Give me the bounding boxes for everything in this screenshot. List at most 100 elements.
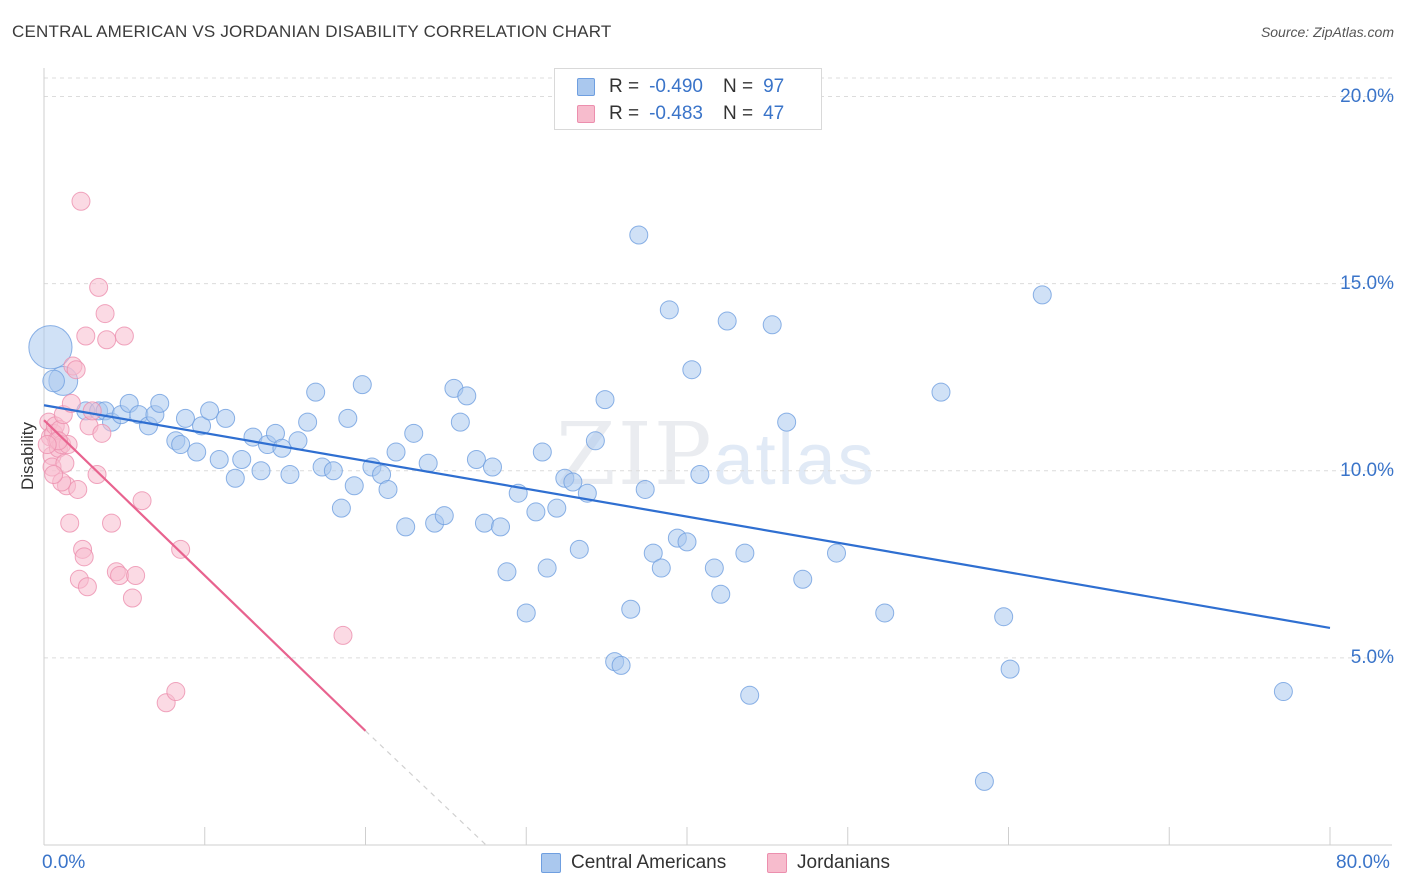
central-american-point [200, 401, 220, 421]
watermark-atlas: atlas [713, 420, 876, 500]
central-american-point [251, 461, 271, 481]
y-axis-label: Disability [18, 421, 37, 491]
central-american-point [875, 603, 895, 623]
legend-n-value: 97 [763, 76, 785, 97]
central-american-point [585, 431, 605, 451]
central-american-point [826, 543, 846, 563]
jordanian-point [44, 464, 64, 484]
central-american-point [323, 461, 343, 481]
y-tick-label: 20.0% [1340, 85, 1394, 107]
central-american-point [497, 562, 517, 582]
central-american-point [1273, 682, 1293, 702]
central-american-point [777, 412, 797, 432]
jordanian-point [66, 360, 86, 380]
x-tick-label-max: 80.0% [1336, 852, 1390, 873]
legend-n-label: N = [722, 103, 754, 124]
jordanian-point [166, 682, 186, 702]
legend-item-jordanians[interactable]: Jordanians [767, 852, 890, 874]
central-american-point [931, 382, 951, 402]
central-american-point [621, 599, 641, 619]
central-american-point [396, 517, 416, 537]
jordanian-trendline-extension [365, 730, 487, 846]
pink-swatch-icon [767, 853, 787, 873]
jordanian-point [60, 513, 80, 533]
central-american-point [232, 450, 252, 470]
central-american-point [150, 393, 170, 413]
jordanian-point [122, 588, 142, 608]
central-american-point [1000, 659, 1020, 679]
jordanian-point [55, 453, 75, 473]
y-tick-label: 5.0% [1350, 646, 1394, 668]
central-american-point [651, 558, 671, 578]
central-american-point [386, 442, 406, 462]
central-american-point [352, 375, 372, 395]
legend-r-label: R = [609, 76, 640, 97]
jordanian-point [126, 566, 146, 586]
central-american-point [547, 498, 567, 518]
jordanian-point [77, 577, 97, 597]
central-american-point [704, 558, 724, 578]
central-american-point [192, 416, 212, 436]
central-american-point [711, 584, 731, 604]
legend-n-label: N = [722, 76, 754, 97]
jordanian-point [87, 464, 107, 484]
jordanian-point [110, 566, 130, 586]
jordanian-point [71, 191, 91, 211]
central-american-point [187, 442, 207, 462]
central-american-point [1032, 285, 1052, 305]
central-american-point [491, 517, 511, 537]
central-american-point [216, 408, 236, 428]
blue-swatch-icon [577, 78, 595, 96]
central-american-point [994, 607, 1014, 627]
central-american-point [659, 300, 679, 320]
central-american-point [209, 450, 229, 470]
central-american-point [378, 479, 398, 499]
jordanian-point [68, 479, 88, 499]
central-american-point [450, 412, 470, 432]
series-legend: Central Americans Jordanians [0, 852, 1406, 876]
central-american-point [280, 464, 300, 484]
legend-label: Central Americans [571, 852, 727, 873]
jordanian-point [114, 326, 134, 346]
central-american-point [42, 369, 65, 393]
legend-item-central-americans[interactable]: Central Americans [541, 852, 726, 874]
central-american-point [331, 498, 351, 518]
jordanian-point [97, 330, 117, 350]
central-american-point [762, 315, 782, 335]
central-american-point [344, 476, 364, 496]
central-american-point [537, 558, 557, 578]
central-american-point [563, 472, 583, 492]
central-american-point [434, 506, 454, 526]
y-tick-label: 15.0% [1340, 272, 1394, 294]
central-american-point [629, 225, 649, 245]
central-american-point [717, 311, 737, 331]
legend-r-value: -0.490 [649, 76, 703, 97]
central-american-point [532, 442, 552, 462]
jordanian-point [92, 423, 112, 443]
legend-row-central-americans: R = -0.490 N = 97 [577, 75, 784, 99]
central-american-point [735, 543, 755, 563]
x-tick-label-min: 0.0% [42, 852, 86, 873]
central-american-point [611, 655, 631, 675]
central-american-point [474, 513, 494, 533]
central-american-point [418, 453, 438, 473]
jordanian-point [82, 401, 102, 421]
central-american-point [306, 382, 326, 402]
central-american-point [338, 408, 358, 428]
central-american-point [225, 468, 245, 488]
jordanian-point [102, 513, 122, 533]
legend-r-label: R = [609, 103, 640, 124]
jordanian-trendline [43, 419, 367, 732]
legend-label: Jordanians [797, 852, 890, 873]
central-american-point [974, 771, 994, 791]
central-american-point [793, 569, 813, 589]
central-american-point [740, 685, 760, 705]
central-american-point [595, 390, 615, 410]
jordanian-point [37, 435, 57, 455]
y-tick-label: 10.0% [1340, 459, 1394, 481]
central-american-point [466, 450, 486, 470]
central-american-trendline [43, 404, 1331, 630]
jordanian-point [132, 491, 152, 511]
blue-swatch-icon [541, 853, 561, 873]
chart-title: CENTRAL AMERICAN VS JORDANIAN DISABILITY… [12, 22, 612, 41]
